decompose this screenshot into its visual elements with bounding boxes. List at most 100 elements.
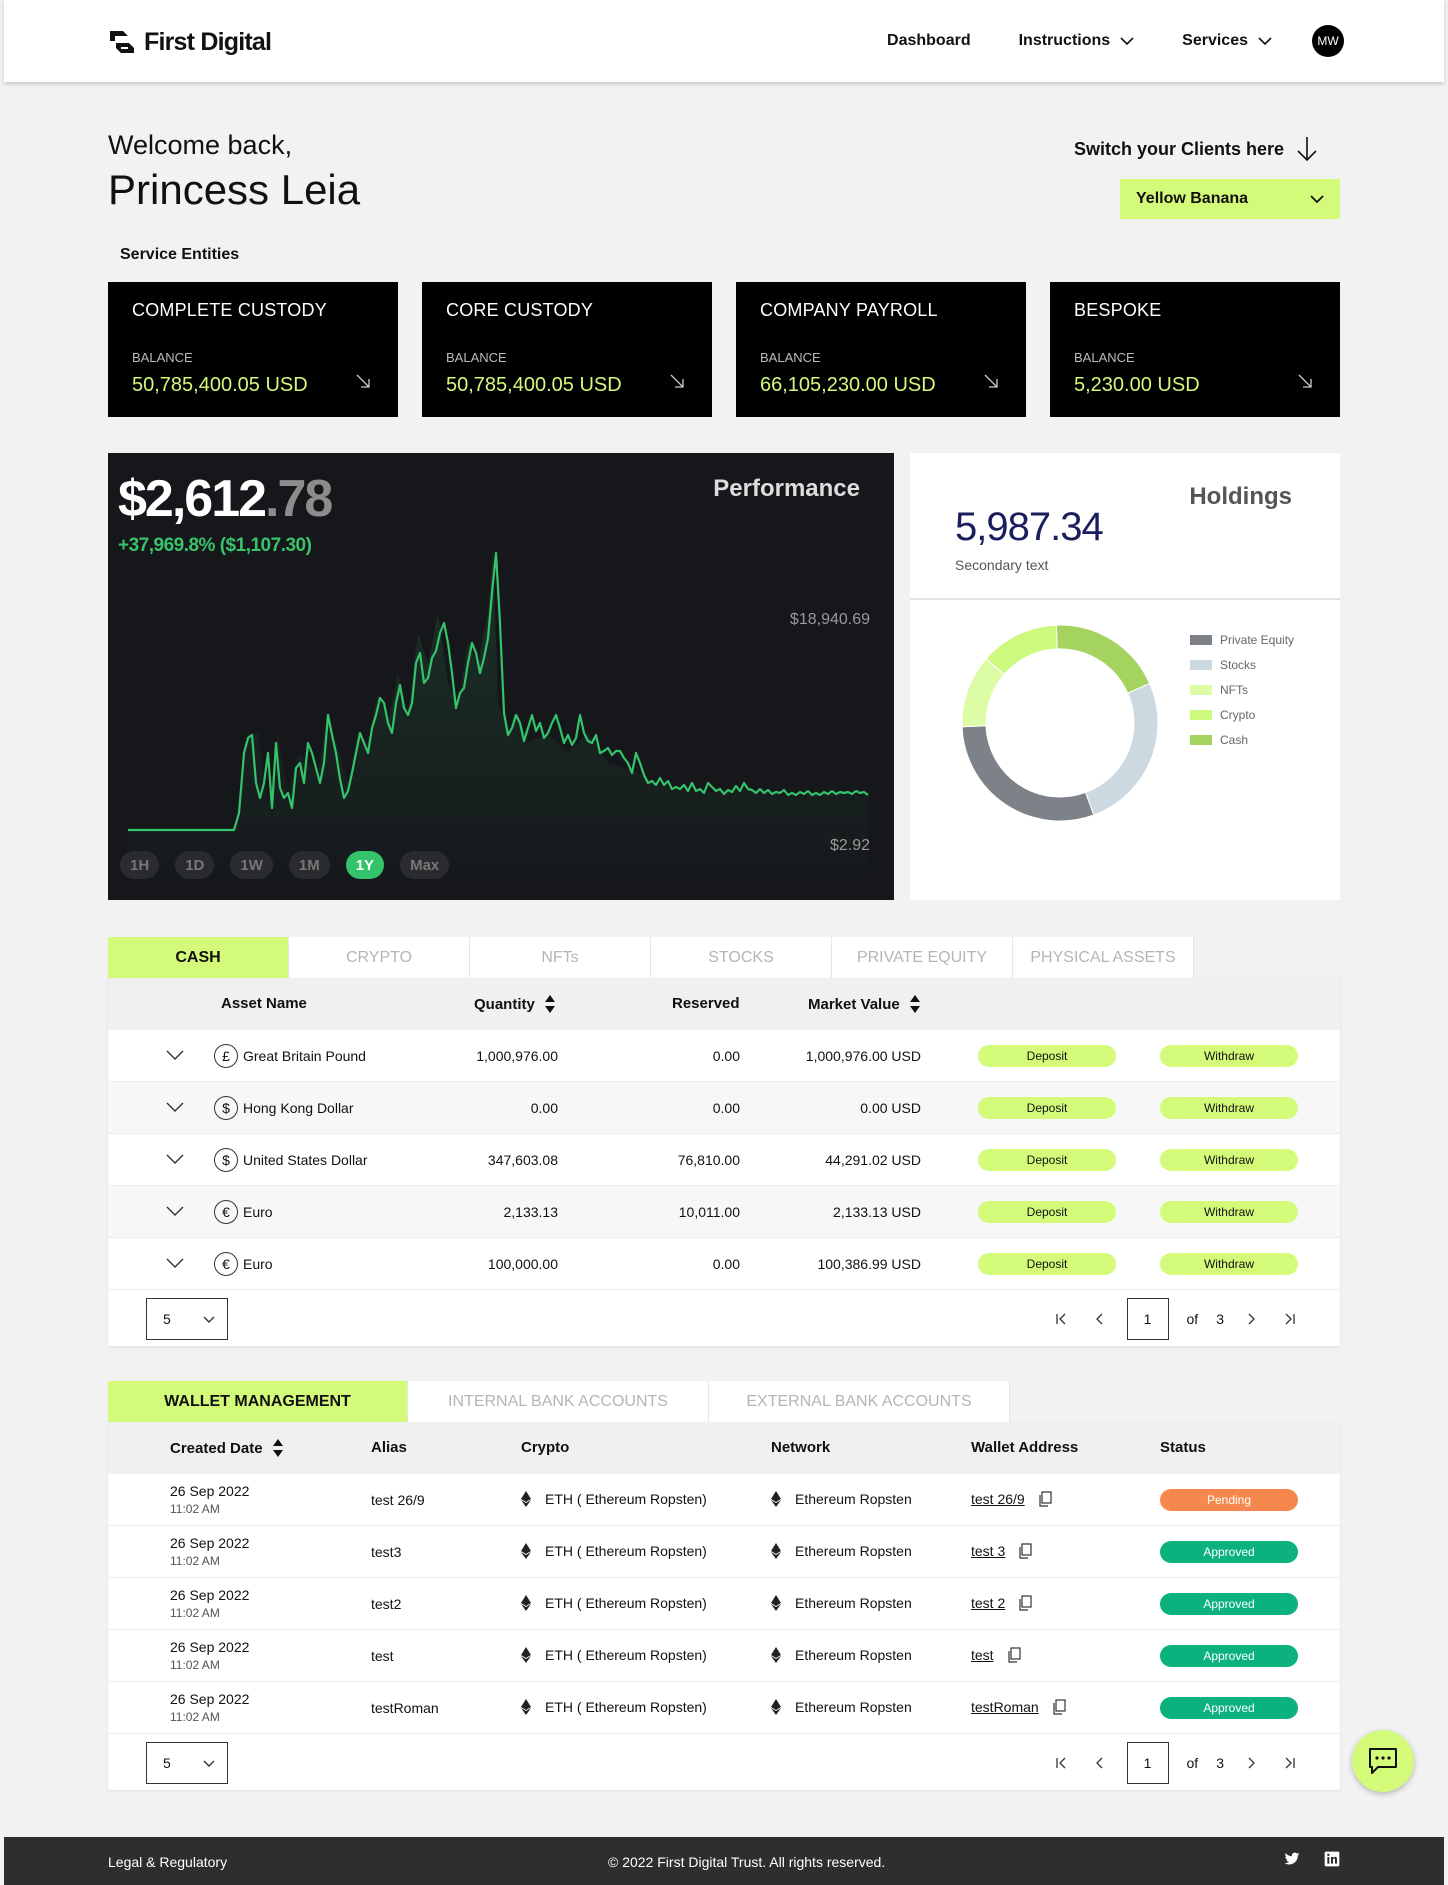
ethereum-icon	[521, 1491, 531, 1507]
copy-icon[interactable]	[1006, 1647, 1022, 1663]
chat-button[interactable]	[1352, 1730, 1414, 1792]
copy-icon[interactable]	[1017, 1543, 1033, 1559]
asset-name: United States Dollar	[243, 1152, 368, 1168]
tab-private-equity[interactable]: PRIVATE EQUITY	[832, 937, 1013, 978]
user-name: Princess Leia	[108, 166, 361, 213]
per-page-select[interactable]: 5	[146, 1298, 228, 1340]
switch-clients-label: Switch your Clients here	[1074, 136, 1318, 162]
copy-icon[interactable]	[1037, 1491, 1053, 1507]
entity-card-core-custody[interactable]: CORE CUSTODY BALANCE 50,785,400.05 USD	[422, 282, 712, 417]
ethereum-icon	[771, 1543, 781, 1559]
donut-slice-private-equity	[961, 725, 1095, 822]
range-1w[interactable]: 1W	[230, 851, 273, 879]
range-max[interactable]: Max	[400, 851, 450, 879]
status-badge: Approved	[1160, 1645, 1298, 1667]
sort-icon	[909, 995, 920, 1013]
nav-instructions[interactable]: Instructions	[1019, 32, 1135, 50]
client-select[interactable]: Yellow Banana	[1120, 179, 1340, 219]
prev-page-icon[interactable]	[1089, 1309, 1109, 1329]
entity-card-complete-custody[interactable]: COMPLETE CUSTODY BALANCE 50,785,400.05 U…	[108, 282, 398, 417]
wallet-crypto: ETH ( Ethereum Ropsten)	[521, 1543, 707, 1559]
col-created-date[interactable]: Created Date	[170, 1439, 283, 1457]
user-avatar[interactable]: MW	[1312, 25, 1344, 57]
wallet-address-link[interactable]: test 3	[971, 1543, 1006, 1559]
first-page-icon[interactable]	[1051, 1309, 1071, 1329]
balance-label: BALANCE	[446, 350, 507, 365]
nav-dashboard-label: Dashboard	[887, 32, 971, 49]
performance-line	[128, 551, 869, 832]
wallet-network: Ethereum Ropsten	[771, 1699, 912, 1715]
copy-icon[interactable]	[1017, 1595, 1033, 1611]
chevron-down-icon[interactable]	[166, 1102, 184, 1112]
col-quantity[interactable]: Quantity	[474, 995, 555, 1013]
range-1d[interactable]: 1D	[175, 851, 215, 879]
copyright: © 2022 First Digital Trust. All rights r…	[608, 1854, 886, 1870]
brand-logo[interactable]: First Digital	[108, 26, 272, 58]
linkedin-icon[interactable]	[1324, 1851, 1340, 1867]
next-page-icon[interactable]	[1242, 1309, 1262, 1329]
nav-dashboard[interactable]: Dashboard	[887, 32, 971, 50]
copy-icon[interactable]	[1051, 1699, 1067, 1715]
col-market-value[interactable]: Market Value	[808, 995, 920, 1013]
wallet-address-link[interactable]: testRoman	[971, 1699, 1039, 1715]
withdraw-button[interactable]: Withdraw	[1160, 1045, 1298, 1067]
tab-crypto[interactable]: CRYPTO	[289, 937, 470, 978]
tab-wallet-management[interactable]: WALLET MANAGEMENT	[108, 1381, 408, 1422]
wallet-address-link[interactable]: test 26/9	[971, 1491, 1025, 1507]
holdings-donut-chart	[961, 624, 1159, 822]
deposit-button[interactable]: Deposit	[978, 1045, 1116, 1067]
deposit-button[interactable]: Deposit	[978, 1201, 1116, 1223]
tab-nfts[interactable]: NFTs	[470, 937, 651, 978]
chevron-down-icon[interactable]	[166, 1050, 184, 1060]
asset-market-value: 1,000,976.00 USD	[805, 1048, 921, 1064]
arrow-down-right-icon	[670, 374, 684, 388]
tab-internal-bank-accounts[interactable]: INTERNAL BANK ACCOUNTS	[408, 1381, 709, 1422]
wallet-address: test 3	[971, 1543, 1033, 1559]
chevron-down-icon[interactable]	[166, 1258, 184, 1268]
page-navigation: 1 of 3	[1051, 1742, 1300, 1784]
tab-cash[interactable]: CASH	[108, 937, 289, 978]
withdraw-button[interactable]: Withdraw	[1160, 1097, 1298, 1119]
network-label: Ethereum Ropsten	[795, 1543, 912, 1559]
next-page-icon[interactable]	[1242, 1753, 1262, 1773]
range-1h[interactable]: 1H	[120, 851, 160, 879]
first-page-icon[interactable]	[1051, 1753, 1071, 1773]
wallet-address-link[interactable]: test	[971, 1647, 994, 1663]
brand-logo-icon	[110, 31, 134, 53]
entity-name: COMPANY PAYROLL	[760, 300, 938, 320]
chevron-down-icon[interactable]	[166, 1206, 184, 1216]
created-date: 26 Sep 2022 11:02 AM	[170, 1587, 249, 1620]
table-row: 26 Sep 2022 11:02 AM test 26/9 ETH ( Ethere…	[108, 1474, 1340, 1526]
range-1m[interactable]: 1M	[288, 851, 330, 879]
chevron-down-icon	[1258, 37, 1272, 45]
chevron-down-icon[interactable]	[166, 1154, 184, 1164]
page-number-input[interactable]: 1	[1126, 1742, 1169, 1784]
client-select-value: Yellow Banana	[1136, 190, 1249, 207]
nav-services[interactable]: Services	[1182, 32, 1272, 50]
range-1y[interactable]: 1Y	[345, 851, 385, 879]
deposit-button[interactable]: Deposit	[978, 1097, 1116, 1119]
service-entities-label: Service Entities	[120, 246, 240, 263]
last-page-icon[interactable]	[1280, 1753, 1300, 1773]
legal-link[interactable]: Legal & Regulatory	[108, 1854, 228, 1870]
twitter-icon[interactable]	[1284, 1851, 1300, 1867]
brand-name: First Digital	[144, 27, 272, 56]
per-page-select[interactable]: 5	[146, 1742, 228, 1784]
page-number-input[interactable]: 1	[1126, 1298, 1169, 1340]
asset-reserved: 76,810.00	[677, 1152, 740, 1168]
entity-card-bespoke[interactable]: BESPOKE BALANCE 5,230.00 USD	[1050, 282, 1340, 417]
entity-card-company-payroll[interactable]: COMPANY PAYROLL BALANCE 66,105,230.00 US…	[736, 282, 1026, 417]
withdraw-button[interactable]: Withdraw	[1160, 1149, 1298, 1171]
withdraw-button[interactable]: Withdraw	[1160, 1201, 1298, 1223]
prev-page-icon[interactable]	[1089, 1753, 1109, 1773]
withdraw-button[interactable]: Withdraw	[1160, 1253, 1298, 1275]
deposit-button[interactable]: Deposit	[978, 1253, 1116, 1275]
deposit-button[interactable]: Deposit	[978, 1149, 1116, 1171]
last-page-icon[interactable]	[1280, 1309, 1300, 1329]
tab-external-bank-accounts[interactable]: EXTERNAL BANK ACCOUNTS	[709, 1381, 1010, 1422]
col-asset-name: Asset Name	[221, 995, 307, 1012]
tab-stocks[interactable]: STOCKS	[651, 937, 832, 978]
tab-physical-assets[interactable]: PHYSICAL ASSETS	[1013, 937, 1194, 978]
wallet-address-link[interactable]: test 2	[971, 1595, 1006, 1611]
time-value: 11:02 AM	[170, 1554, 220, 1568]
